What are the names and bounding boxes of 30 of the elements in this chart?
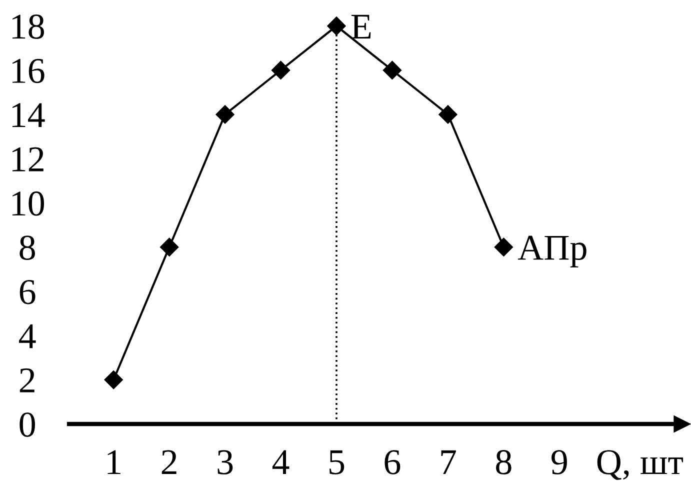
y-tick-label: 12 — [12, 147, 44, 172]
y-tick-label: 18 — [12, 14, 44, 39]
point — [382, 60, 402, 80]
x-tick-label: 8 — [496, 450, 512, 474]
y-tick-label: 4 — [19, 324, 36, 348]
y-tick-label: 14 — [12, 103, 45, 127]
x-tick-label: 9 — [552, 450, 567, 474]
point — [216, 105, 234, 124]
y-tick-label: 10 — [12, 191, 44, 216]
y-tick-label: 6 — [20, 280, 36, 304]
point — [327, 16, 346, 36]
x-tick-label: 3 — [218, 450, 233, 474]
x-tick-label: 1 — [108, 450, 120, 474]
y-tick-label: 2 — [20, 368, 34, 392]
y-tick-label: 16 — [12, 58, 44, 84]
x-tick-label: 5 — [330, 450, 344, 474]
point — [160, 238, 179, 256]
x-tick-label: 2 — [162, 450, 176, 474]
point — [494, 238, 514, 256]
x-axis-title: Q, шт — [597, 450, 684, 480]
point — [271, 60, 290, 80]
x-tick-label: 6 — [384, 450, 400, 474]
point — [104, 370, 123, 390]
annotation: E — [351, 14, 371, 39]
x-tick-label: 4 — [272, 450, 290, 474]
y-tick-label: 0 — [20, 412, 35, 437]
x-tick-label: 7 — [441, 450, 456, 474]
y-tick-label: 8 — [20, 236, 35, 260]
point — [438, 105, 458, 124]
annotation: АПр — [518, 236, 586, 268]
